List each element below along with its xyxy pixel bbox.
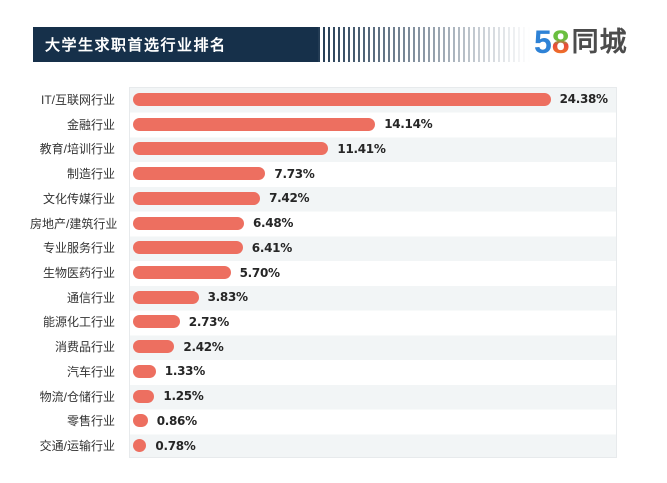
value-label: 14.14% [384, 117, 433, 132]
value-label: 0.78% [155, 438, 196, 453]
chart-row: 消费品行业 2.42% [30, 334, 617, 359]
chart-row: 通信行业 3.83% [30, 285, 617, 310]
chart-row: 物流/仓储行业 1.25% [30, 384, 617, 409]
value-bar [133, 92, 551, 106]
row-plot: 2.42% [129, 334, 617, 359]
row-plot: 7.73% [129, 161, 617, 186]
category-label: 教育/培训行业 [39, 142, 115, 157]
title-banner-solid: 大学生求职首选行业排名 [33, 27, 318, 62]
chart-row: 交通/运输行业 0.78% [30, 433, 617, 458]
chart-row: 零售行业 0.86% [30, 409, 617, 434]
logo-text-tongcheng: 同城 [571, 26, 628, 57]
value-label: 7.42% [269, 191, 310, 206]
row-plot: 6.41% [129, 235, 617, 260]
row-plot: 0.78% [129, 433, 617, 458]
chart-row: 专业服务行业 6.41% [30, 235, 617, 260]
row-plot: 1.33% [129, 359, 617, 384]
value-bar [133, 389, 155, 403]
category-label: 交通/运输行业 [39, 439, 115, 454]
chart-row: 教育/培训行业 11.41% [30, 136, 617, 161]
chart-rows: IT/互联网行业 24.38% 金融行业 14.14% 教育/培训行业 11.41% 制造行… [30, 87, 617, 458]
value-label: 1.25% [163, 389, 204, 404]
chart-row: IT/互联网行业 24.38% [30, 87, 617, 112]
category-label: 房地产/建筑行业 [30, 216, 118, 231]
logo-digit-8: 8 [551, 24, 570, 60]
value-label: 7.73% [274, 166, 315, 181]
value-label: 5.70% [239, 265, 280, 280]
value-label: 2.42% [183, 339, 224, 354]
category-label: 汽车行业 [66, 364, 115, 379]
category-label: IT/互联网行业 [41, 92, 115, 107]
value-label: 6.41% [251, 240, 292, 255]
industry-ranking-bar-chart: IT/互联网行业 24.38% 金融行业 14.14% 教育/培训行业 11.41% 制造行… [30, 87, 617, 458]
value-label: 6.48% [253, 216, 294, 231]
value-label: 2.73% [188, 314, 229, 329]
logo-digit-5: 5 [534, 24, 552, 60]
category-label: 物流/仓储行业 [39, 389, 115, 404]
value-label: 24.38% [559, 92, 608, 107]
chart-row: 生物医药行业 5.70% [30, 260, 617, 285]
value-bar [133, 266, 231, 279]
value-bar [133, 414, 148, 428]
value-bar [133, 191, 261, 205]
row-plot: 6.48% [129, 211, 617, 236]
row-plot: 1.25% [129, 384, 617, 409]
row-plot: 14.14% [129, 112, 617, 137]
row-plot: 5.70% [129, 260, 617, 285]
chart-row: 房地产/建筑行业 6.48% [30, 211, 617, 236]
value-bar [133, 340, 175, 354]
value-bar [133, 117, 376, 131]
value-label: 0.86% [156, 413, 197, 428]
row-plot: 3.83% [129, 285, 617, 310]
value-bar [133, 216, 244, 230]
chart-row: 能源化工行业 2.73% [30, 310, 617, 335]
row-plot: 2.73% [129, 310, 617, 335]
value-bar [133, 439, 147, 453]
row-plot: 11.41% [129, 136, 617, 161]
chart-row: 汽车行业 1.33% [30, 359, 617, 384]
value-bar [133, 167, 266, 181]
category-label: 金融行业 [66, 117, 115, 132]
chart-row: 文化传媒行业 7.42% [30, 186, 617, 211]
category-label: 生物医药行业 [42, 266, 115, 280]
chart-row: 金融行业 14.14% [30, 112, 617, 137]
value-label: 1.33% [164, 364, 205, 379]
category-label: 专业服务行业 [42, 241, 115, 256]
category-label: 通信行业 [66, 290, 115, 305]
value-label: 3.83% [207, 290, 248, 305]
category-label: 制造行业 [66, 167, 115, 182]
value-bar [133, 315, 180, 329]
category-label: 能源化工行业 [42, 315, 115, 330]
value-bar [133, 142, 329, 156]
title-banner: 大学生求职首选行业排名 [33, 27, 530, 62]
category-label: 零售行业 [66, 414, 115, 429]
row-plot: 24.38% [129, 87, 617, 112]
row-plot: 0.86% [129, 409, 617, 434]
brand-logo-58tongcheng: 5 8 同城 [534, 26, 628, 58]
row-plot: 7.42% [129, 186, 617, 211]
banner-stripe-fade [318, 27, 530, 62]
value-bar [133, 364, 156, 378]
page-title: 大学生求职首选行业排名 [45, 37, 227, 54]
value-bar [133, 241, 243, 255]
value-label: 11.41% [337, 141, 386, 156]
category-label: 文化传媒行业 [42, 191, 115, 206]
category-label: 消费品行业 [54, 340, 115, 355]
chart-row: 制造行业 7.73% [30, 161, 617, 186]
value-bar [133, 290, 199, 304]
